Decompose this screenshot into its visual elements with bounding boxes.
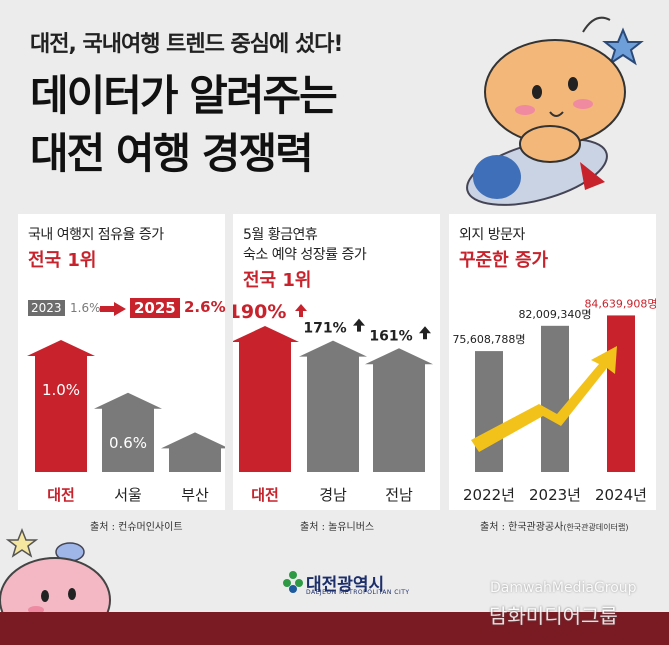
panel3-source: 출처 : 한국관광공사(한국관광데이터랩) bbox=[480, 518, 628, 533]
panel3-source-small: (한국관광데이터랩) bbox=[563, 523, 629, 532]
category-label-3: 전남 bbox=[385, 486, 413, 504]
up-arrow-icon bbox=[353, 318, 365, 332]
legend-2025-value: 2.6% bbox=[184, 298, 226, 316]
category-label-1: 대전 bbox=[47, 486, 75, 504]
panel2-categories: 대전 경남 전남 bbox=[233, 214, 440, 510]
up-arrow-icon bbox=[419, 326, 431, 340]
panel2-source: 출처 : 놀유니버스 bbox=[300, 522, 375, 533]
bar-3 bbox=[365, 348, 433, 472]
star-icon bbox=[602, 27, 644, 66]
page-title-line2: 대전 여행 경쟁력 bbox=[30, 129, 314, 178]
category-label-2: 서울 bbox=[114, 486, 142, 504]
legend-2023: 2023 bbox=[28, 300, 65, 316]
panel3-source-main: 출처 : 한국관광공사 bbox=[480, 522, 564, 533]
data-label-1: 190% bbox=[233, 301, 286, 323]
panel-market-share: 국내 여행지 점유율 증가 전국 1위 2023 1.6% 2025 2.6% … bbox=[18, 214, 226, 510]
panel1-categories: 대전 서울 부산 bbox=[18, 214, 225, 510]
data-label-3: 0.3% bbox=[176, 473, 214, 491]
panel2-chart: 190% 171% 161% bbox=[233, 301, 433, 472]
category-label-3: 2024년 bbox=[595, 486, 647, 504]
logo-sub: DAEJEON METROPOLITAN CITY bbox=[306, 589, 410, 596]
growth-arrow-icon bbox=[471, 346, 617, 452]
category-label-1: 2022년 bbox=[463, 486, 515, 504]
panel1-source: 출처 : 컨슈머인사이트 bbox=[90, 522, 183, 533]
data-label-3: 161% bbox=[369, 328, 412, 344]
panel-booking-growth: 5월 황금연휴 숙소 예약 성장률 증가 전국 1위 190% 171% 161% … bbox=[233, 214, 440, 510]
bar-2 bbox=[299, 340, 367, 472]
arrow-right-icon bbox=[100, 302, 126, 316]
daejeon-logo-icon bbox=[283, 571, 303, 593]
panel1-chart: 1.0% 0.6% 0.3% bbox=[27, 340, 225, 491]
category-label-2: 2023년 bbox=[529, 486, 581, 504]
bar-1 bbox=[475, 351, 503, 472]
data-label-2: 82,009,340명 bbox=[518, 308, 591, 321]
panel2-heading-line2: 숙소 예약 성장률 증가 bbox=[243, 247, 367, 263]
legend-2025: 2025 bbox=[130, 298, 180, 318]
panel3-highlight: 꾸준한 증가 bbox=[459, 250, 549, 271]
up-arrow-icon bbox=[295, 304, 307, 317]
bar-3 bbox=[161, 432, 225, 472]
data-label-1: 1.0% bbox=[42, 381, 80, 399]
star-icon bbox=[5, 528, 39, 558]
panel2-heading-line1: 5월 황금연휴 bbox=[243, 227, 318, 243]
subtitle: 대전, 국내여행 트렌드 중심에 섰다! bbox=[30, 32, 343, 57]
bar-3 bbox=[607, 315, 635, 472]
panel3-categories: 2022년 2023년 2024년 bbox=[449, 214, 656, 510]
data-label-2: 0.6% bbox=[109, 434, 147, 452]
data-label-3: 84,639,908명 bbox=[584, 297, 656, 310]
page-title-line1: 데이터가 알려주는 bbox=[30, 71, 338, 120]
legend-2023-value: 1.6% bbox=[70, 301, 101, 315]
bottom-bar bbox=[0, 612, 669, 645]
category-label-1: 대전 bbox=[251, 486, 279, 504]
data-label-2: 171% bbox=[303, 321, 346, 337]
bar-1 bbox=[27, 340, 95, 472]
panel2-highlight: 전국 1위 bbox=[243, 270, 312, 291]
year-legend: 2023 1.6% 2025 2.6% bbox=[28, 298, 226, 318]
watermark-en: DamwahMediaGroup bbox=[490, 580, 637, 596]
mascot-rocket-illustration bbox=[466, 16, 644, 206]
panel3-heading: 외지 방문자 bbox=[459, 227, 525, 243]
panel-visitors: 외지 방문자 꾸준한 증가 75,608,788명 82,009,340명 84,6… bbox=[449, 214, 656, 510]
data-label-1: 75,608,788명 bbox=[452, 333, 525, 346]
bar-2 bbox=[94, 392, 162, 472]
panel1-highlight: 전국 1위 bbox=[28, 250, 97, 271]
bar-1 bbox=[233, 326, 299, 472]
panel1-heading: 국내 여행지 점유율 증가 bbox=[28, 227, 164, 243]
logo-name: 대전광역시 bbox=[306, 575, 385, 595]
bar-2 bbox=[541, 325, 569, 472]
category-label-3: 부산 bbox=[181, 486, 209, 504]
category-label-2: 경남 bbox=[319, 486, 347, 504]
watermark-ko: 담화미디어그룹 bbox=[489, 604, 618, 628]
